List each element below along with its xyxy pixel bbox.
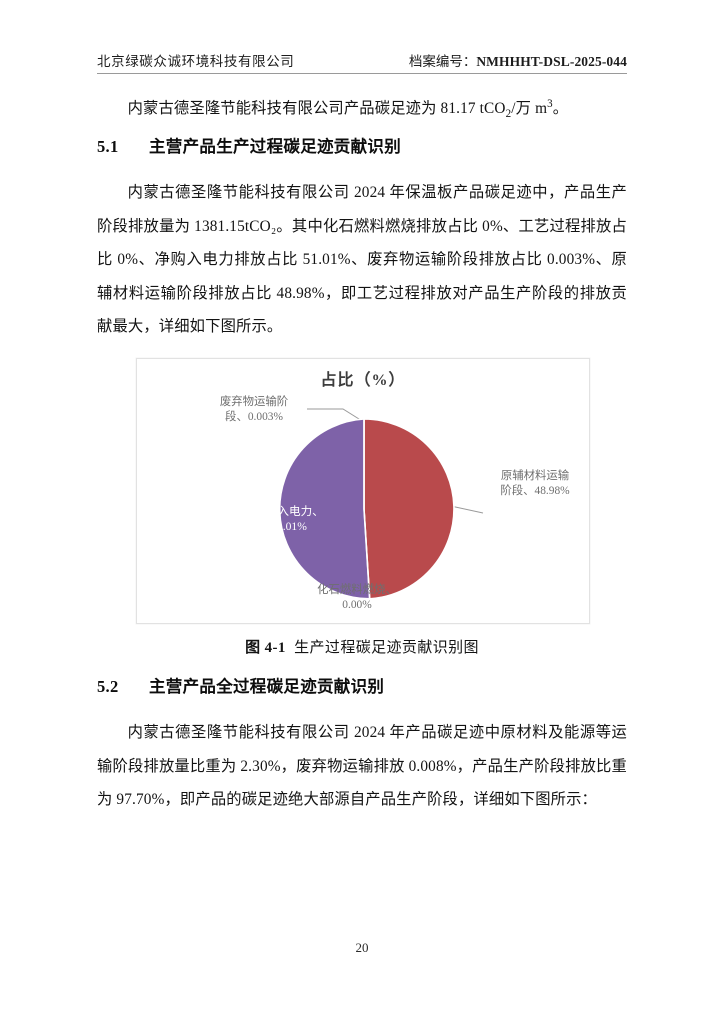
pie-slice-raw-material-transport [363,418,455,600]
heading-5-1: 5.1 主营产品生产过程碳足迹贡献识别 [97,133,627,157]
pie-chart-svg [278,408,484,600]
pie-chart-plot: 废弃物运输阶 段、0.003% 原辅材料运输 阶段、48.98% 净购入电力、 … [137,359,591,625]
intro-value: 81.17 tCO [440,100,506,118]
intro-subscript: 2 [505,108,512,121]
figure-caption-number: 图 4-1 [245,640,286,656]
heading-5-2-title: 主营产品全过程碳足迹贡献识别 [149,677,385,696]
page-header: 北京绿碳众诚环境科技有限公司 档案编号：NMHHHT-DSL-2025-044 [97,46,627,74]
pie-slice-net-purchased-electricity [278,418,371,600]
intro-text-before: 内蒙古德圣隆节能科技有限公司产品碳足迹为 [127,100,441,118]
heading-5-1-number: 5.1 [97,137,119,156]
pie-label-raw-material-transport: 原辅材料运输 阶段、48.98% [500,470,570,497]
paragraph-5-1: 内蒙古德圣隆节能科技有限公司 2024 年保温板产品碳足迹中，产品生产阶段排放量… [97,184,627,335]
archive-label: 档案编号： [408,54,477,69]
header-archive-number: 档案编号：NMHHHT-DSL-2025-044 [409,50,627,70]
intro-unit: /万 m [511,100,548,118]
figure-caption: 图 4-1 生产过程碳足迹贡献识别图 [0,636,724,657]
archive-number-value: NMHHHT-DSL-2025-044 [476,54,627,69]
pie-label-waste-transport: 废弃物运输阶 段、0.003% [219,396,289,423]
heading-5-1-title: 主营产品生产过程碳足迹贡献识别 [149,137,401,156]
intro-text-after: 。 [552,100,569,118]
chart-title: 占比（%） [320,372,406,389]
header-company-name: 北京绿碳众诚环境科技有限公司 [97,54,295,69]
paragraph-5-2: 内蒙古德圣隆节能科技有限公司 2024 年产品碳足迹中原材料及能源等运输阶段排放… [97,724,627,808]
pie-label-net-purchased-electricity: 净购入电力、 51.01% [254,505,324,533]
pie-slice-fossil-fuel-combustion [363,508,371,599]
figure-caption-text: 生产过程碳足迹贡献识别图 [294,640,479,656]
intro-superscript: 3 [547,98,553,110]
heading-5-2-number: 5.2 [97,677,119,696]
intro-paragraph: 内蒙古德圣隆节能科技有限公司产品碳足迹为 81.17 tCO2/万 m3。 [97,88,627,132]
page-number: 20 [355,940,369,955]
pie-chart-container: 占比（%） 废弃物运输阶 段、0.003% 原辅材料运输 阶段、48.98% 净… [136,358,590,624]
heading-5-2: 5.2 主营产品全过程碳足迹贡献识别 [97,673,627,697]
pie-label-fossil-fuel-combustion: 化石燃料燃烧、 0.00% [317,584,397,611]
